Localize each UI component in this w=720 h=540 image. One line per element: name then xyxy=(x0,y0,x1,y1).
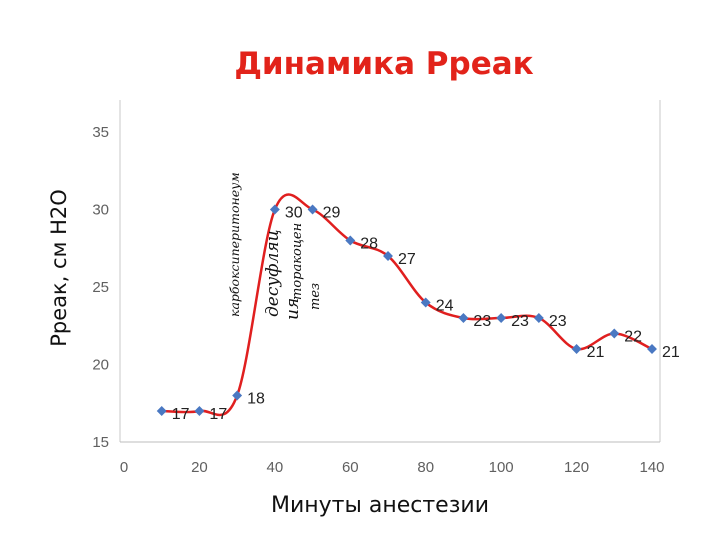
annotation-desufflation-end: ия xyxy=(283,298,303,320)
x-tick-label: 140 xyxy=(639,459,664,476)
data-point-marker xyxy=(345,235,356,246)
x-axis-label: Минуты анестезии xyxy=(271,493,489,518)
data-point-marker xyxy=(533,313,544,323)
y-axis-ticks: 15 20 25 30 35 xyxy=(92,124,109,451)
data-label: 21 xyxy=(587,344,605,361)
data-labels: 17 17 18 30 29 28 27 24 23 23 23 21 22 21 xyxy=(172,205,680,424)
x-tick-label: 80 xyxy=(417,459,434,476)
data-point-marker xyxy=(232,390,243,401)
data-point-marker xyxy=(420,297,431,308)
y-tick-label: 30 xyxy=(92,202,109,219)
data-label: 17 xyxy=(209,406,227,423)
x-tick-label: 40 xyxy=(267,459,284,476)
data-label: 23 xyxy=(549,313,567,330)
data-label: 22 xyxy=(624,329,642,346)
data-label: 28 xyxy=(360,236,378,253)
data-point-marker xyxy=(647,344,657,354)
data-label: 27 xyxy=(398,251,416,268)
data-point-marker xyxy=(571,344,582,354)
y-tick-label: 35 xyxy=(92,124,109,141)
data-label: 30 xyxy=(285,205,303,222)
data-label: 18 xyxy=(247,391,265,408)
annotation-desufflation: десуфляц xyxy=(263,230,283,317)
x-axis-ticks: 0 20 40 60 80 100 120 140 xyxy=(120,459,665,476)
data-point-marker xyxy=(269,204,280,215)
data-label: 24 xyxy=(436,298,454,315)
data-point-marker xyxy=(194,406,205,416)
x-tick-label: 0 xyxy=(120,459,128,476)
data-point-marker xyxy=(496,313,507,323)
y-tick-label: 25 xyxy=(92,279,109,296)
x-tick-label: 20 xyxy=(191,459,208,476)
data-label: 17 xyxy=(172,406,190,423)
chart-title: Динамика Рреак xyxy=(234,46,533,82)
y-tick-label: 15 xyxy=(92,434,109,451)
x-tick-label: 100 xyxy=(489,459,514,476)
data-point-marker xyxy=(156,406,167,416)
annotation-carboxyperitoneum: карбоксиперитонеум xyxy=(227,172,242,317)
x-tick-label: 60 xyxy=(342,459,359,476)
annotation-thoracocentesis: торакоцен xyxy=(290,223,305,300)
data-label: 23 xyxy=(473,313,491,330)
data-label: 29 xyxy=(323,205,341,222)
data-point-marker xyxy=(383,251,393,261)
data-label: 23 xyxy=(511,313,529,330)
annotation-thoracocentesis-end: тез xyxy=(308,283,323,310)
data-label: 21 xyxy=(662,344,680,361)
data-point-marker xyxy=(307,204,318,215)
y-tick-label: 20 xyxy=(92,357,109,374)
data-point-marker xyxy=(609,328,620,339)
data-points xyxy=(156,204,657,416)
y-axis-label: Рреак, см Н2О xyxy=(47,189,71,347)
data-point-marker xyxy=(458,313,469,323)
x-tick-label: 120 xyxy=(564,459,589,476)
